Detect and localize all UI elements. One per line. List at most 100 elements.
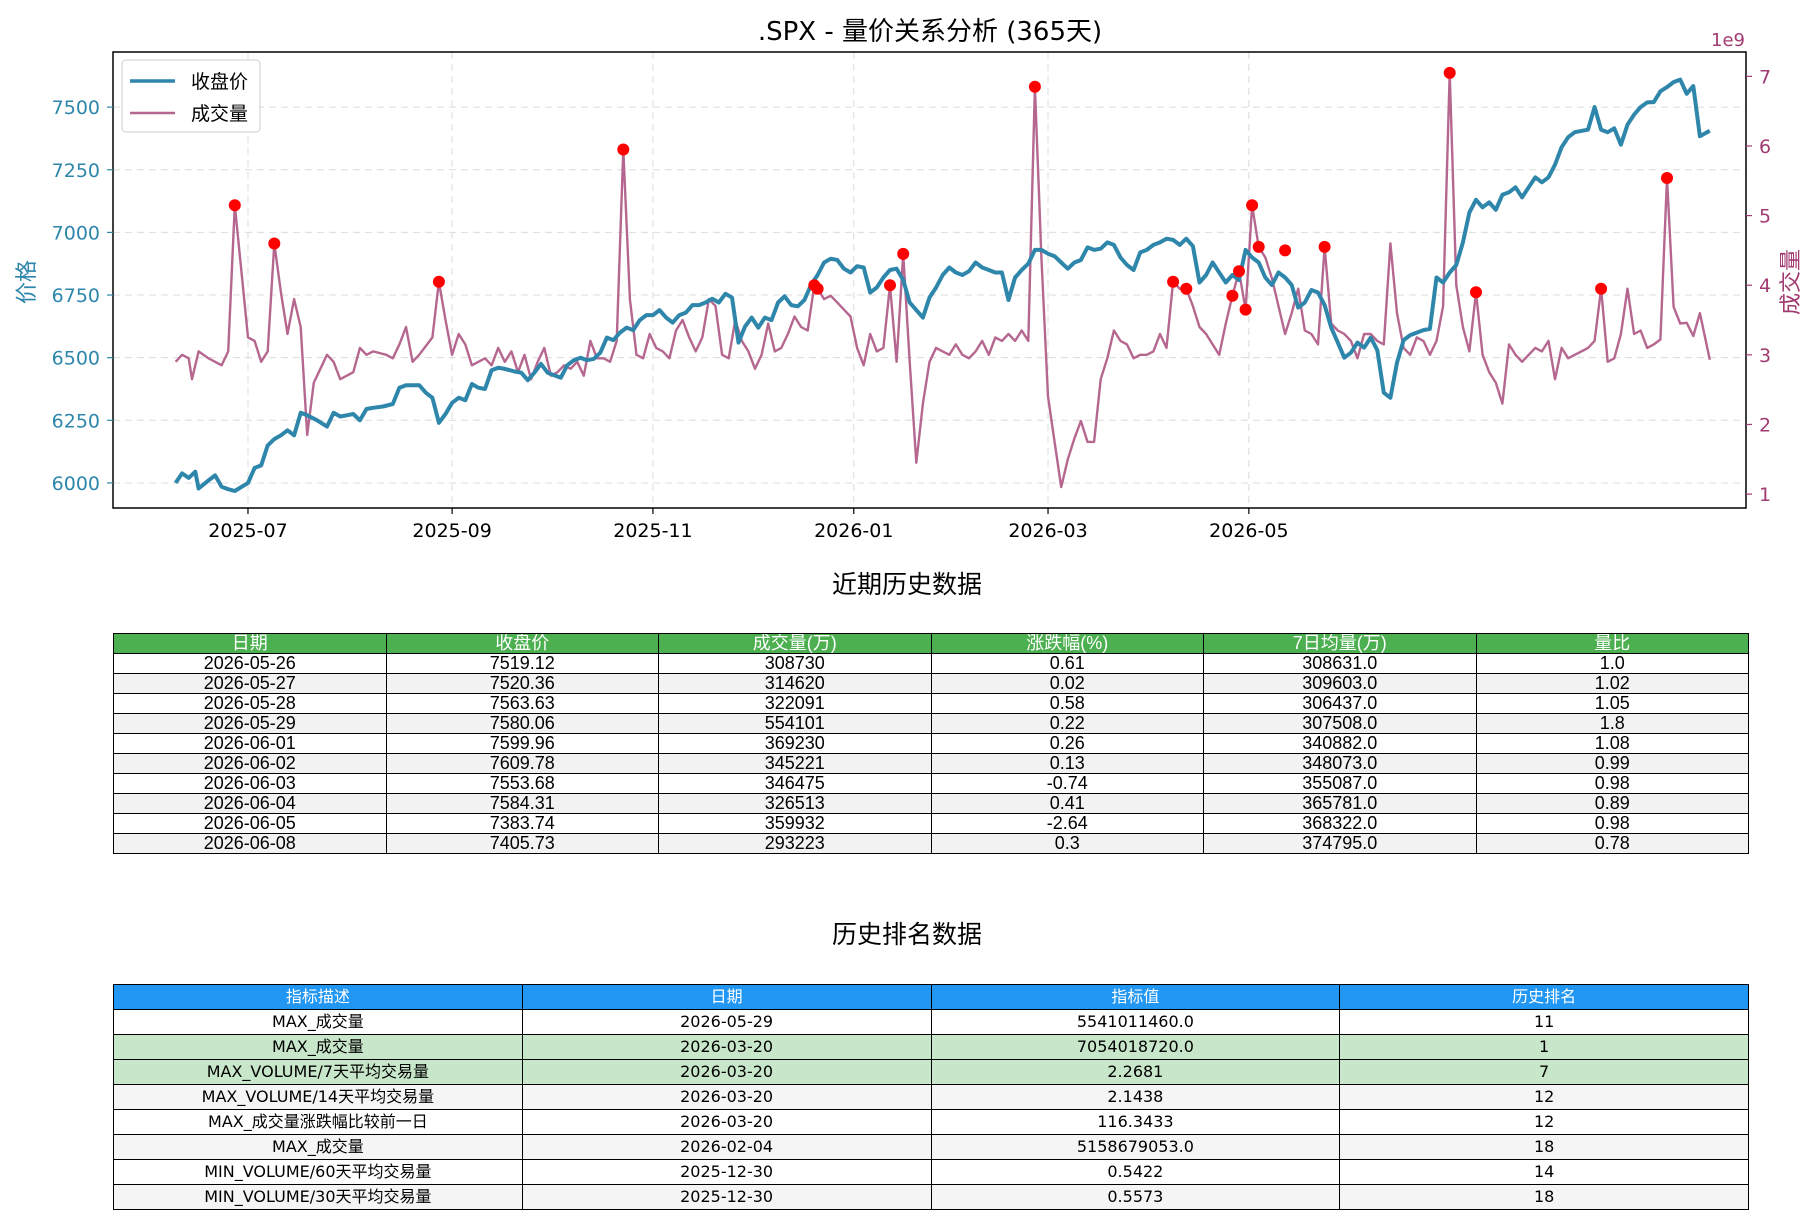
volume-line: [174, 71, 1711, 489]
volume-spike-marker: [1252, 240, 1265, 253]
volume-spike-marker: [1226, 289, 1239, 302]
history-table-cell: 308631.0: [1203, 653, 1477, 674]
rank-table-cell: 12: [1339, 1084, 1749, 1110]
y-left-tick-label: 7000: [52, 222, 100, 244]
history-table-cell: 0.41: [930, 793, 1204, 814]
volume-spike-marker: [1246, 199, 1259, 212]
volume-spike-marker: [884, 279, 896, 292]
rank-table-cell: 14: [1339, 1159, 1749, 1185]
rank-table-cell: MAX_成交量: [113, 1034, 523, 1060]
history-table-header-cell: 成交量(万): [658, 633, 932, 654]
history-table-cell: 2026-05-27: [113, 673, 387, 694]
history-table: 日期 收盘价 成交量(万) 涨跌幅(%) 7日均量(万) 量比 2026-05-26 751…: [113, 633, 1749, 854]
history-table-cell: 554101: [658, 713, 932, 734]
rank-table-cell: 2026-03-20: [521, 1084, 932, 1110]
history-table-cell: 1.0: [1475, 653, 1749, 674]
rank-table-cell: 12: [1339, 1109, 1749, 1135]
history-table-cell: 1.08: [1475, 733, 1749, 754]
rank-table-cell: 2026-03-20: [521, 1059, 932, 1085]
history-table-cell: 2026-06-04: [113, 793, 387, 814]
rank-table-cell: 0.5422: [930, 1159, 1341, 1185]
history-table-cell: 307508.0: [1203, 713, 1477, 734]
history-table-cell: 365781.0: [1203, 793, 1477, 814]
y-left-tick-label: 7250: [52, 160, 100, 182]
y-left-label: 价格: [15, 260, 40, 304]
history-table-cell: 0.13: [930, 753, 1204, 774]
volume-spike-marker: [432, 275, 445, 288]
volume-spike-marker: [1661, 172, 1673, 184]
history-table-cell: 2026-05-29: [113, 713, 387, 734]
y-left-tick-label: 6000: [52, 473, 100, 495]
history-table-header-cell: 涨跌幅(%): [930, 633, 1204, 654]
volume-spike-marker: [1595, 282, 1608, 295]
history-table-row: 2026-05-29 7580.06 554101 0.22 307508.0 1.8: [113, 713, 1749, 734]
history-table-cell: 7584.31: [385, 793, 659, 814]
history-table-cell: 355087.0: [1203, 773, 1477, 794]
volume-spike-marker: [1028, 80, 1041, 93]
history-table-header-cell: 日期: [113, 633, 387, 654]
rank-table: 指标描述 日期 指标值 历史排名 MAX_成交量 2026-05-29 554101146…: [113, 984, 1749, 1210]
rank-table-header-cell: 历史排名: [1339, 984, 1749, 1010]
rank-table-cell: MAX_成交量涨跌幅比较前一日: [113, 1109, 523, 1135]
x-tick-label: 2025-07: [208, 520, 287, 542]
volume-spike-marker: [1239, 303, 1252, 316]
history-table-cell: 7599.96: [385, 733, 659, 754]
history-table-cell: 309603.0: [1203, 673, 1477, 694]
rank-table-cell: 2.2681: [930, 1059, 1341, 1085]
rank-table-cell: 2026-05-29: [521, 1009, 932, 1035]
history-table-cell: 1.02: [1475, 673, 1749, 694]
rank-table-cell: 18: [1339, 1184, 1749, 1210]
price-volume-chart: 2025-07 2025-09 2025-11 2026-01 2026-03 2026-…: [15, 17, 1804, 542]
history-table-cell: 374795.0: [1203, 833, 1477, 854]
history-table-cell: 0.3: [930, 833, 1204, 854]
y-right-tick-label: 4: [1759, 275, 1771, 297]
rank-table-cell: MIN_VOLUME/30天平均交易量: [113, 1184, 523, 1210]
history-table-cell: 7405.73: [385, 833, 659, 854]
x-tick-label: 2026-01: [814, 520, 893, 542]
rank-table-cell: 5158679053.0: [930, 1134, 1341, 1160]
history-table-row: 2026-06-04 7584.31 326513 0.41 365781.0 0.89: [113, 793, 1749, 814]
rank-table-cell: 18: [1339, 1134, 1749, 1160]
history-table-cell: 322091: [658, 693, 932, 714]
volume-spike-marker: [1279, 244, 1292, 257]
y-right-tick-label: 3: [1759, 345, 1771, 367]
chart-grid: [113, 52, 1746, 508]
rank-table-cell: MIN_VOLUME/60天平均交易量: [113, 1159, 523, 1185]
y-axis-left: 6000 6250 6500 6750 7000 7250 7500: [52, 97, 113, 495]
volume-spike-marker: [1233, 265, 1245, 278]
history-table-row: 2026-05-27 7520.36 314620 0.02 309603.0 1.02: [113, 673, 1749, 694]
rank-table-row: MIN_VOLUME/30天平均交易量 2025-12-30 0.5573 18: [113, 1184, 1749, 1210]
y-right-multiplier: 1e9: [1711, 30, 1745, 51]
rank-table-cell: 2025-12-30: [521, 1159, 932, 1185]
rank-table-cell: MAX_成交量: [113, 1134, 523, 1160]
rank-table-cell: 5541011460.0: [930, 1009, 1341, 1035]
history-table-cell: 306437.0: [1203, 693, 1477, 714]
legend-volume-label: 成交量: [191, 103, 248, 125]
history-table-row: 2026-05-26 7519.12 308730 0.61 308631.0 1.0: [113, 653, 1749, 674]
history-table-cell: 1.8: [1475, 713, 1749, 734]
rank-table-cell: 7054018720.0: [930, 1034, 1341, 1060]
chart-legend: 收盘价 成交量: [121, 59, 261, 133]
history-table-cell: 314620: [658, 673, 932, 694]
history-table-header-cell: 收盘价: [385, 633, 659, 654]
chart-title: .SPX - 量价关系分析 (365天): [758, 17, 1102, 47]
history-table-row: 2026-06-02 7609.78 345221 0.13 348073.0 0.99: [113, 753, 1749, 774]
history-table-cell: 348073.0: [1203, 753, 1477, 774]
rank-table-row: MIN_VOLUME/60天平均交易量 2025-12-30 0.5422 14: [113, 1159, 1749, 1185]
y-right-label: 成交量: [1779, 249, 1804, 315]
history-table-cell: 7563.63: [385, 693, 659, 714]
volume-spike-marker: [811, 282, 824, 295]
x-tick-label: 2026-03: [1008, 520, 1087, 542]
y-left-tick-label: 6250: [52, 410, 100, 432]
price-line: [173, 77, 1711, 493]
history-table-cell: 2026-05-26: [113, 653, 387, 674]
y-right-tick-label: 7: [1759, 66, 1771, 88]
history-table-cell: 345221: [658, 753, 932, 774]
history-table-cell: 2026-06-01: [113, 733, 387, 754]
history-table-row: 2026-06-05 7383.74 359932 -2.64 368322.0 0.98: [113, 813, 1749, 834]
history-table-cell: 368322.0: [1203, 813, 1477, 834]
history-table-cell: 293223: [658, 833, 932, 854]
rank-table-header-cell: 日期: [521, 984, 932, 1010]
history-table-header-cell: 量比: [1475, 633, 1749, 654]
history-table-cell: 326513: [658, 793, 932, 814]
